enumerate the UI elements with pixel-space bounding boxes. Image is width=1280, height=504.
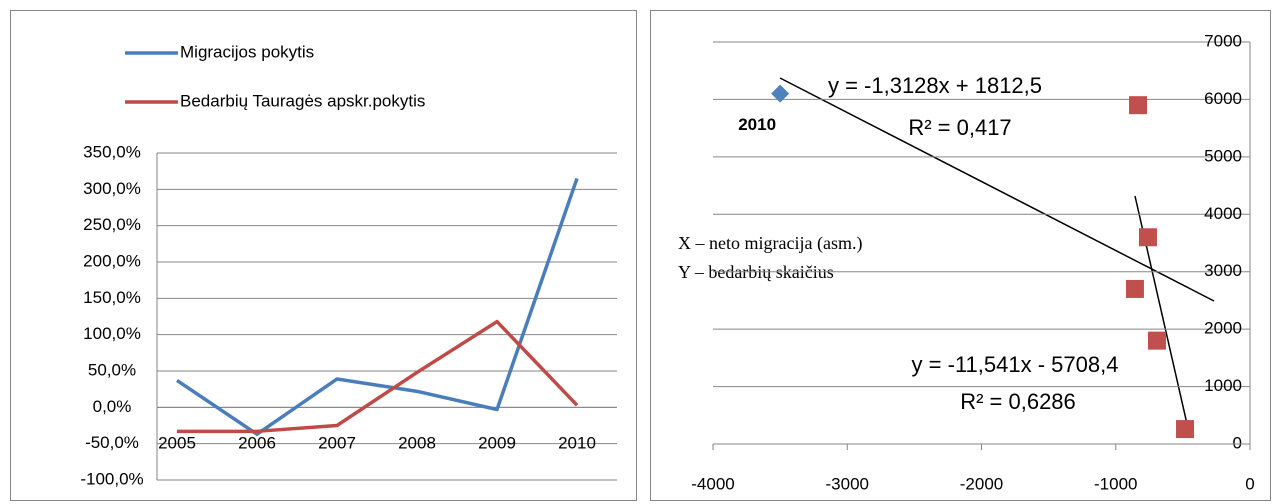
y-tick-label: 350,0%	[83, 142, 141, 161]
annotation: R² = 0,6286	[960, 389, 1076, 414]
x-tick-label: 2007	[318, 433, 356, 452]
x-tick-label: 2006	[238, 433, 276, 452]
point	[1129, 96, 1148, 115]
point	[771, 84, 790, 103]
x-tick-label: -4000	[691, 474, 734, 493]
y-tick-label: 4000	[1204, 204, 1242, 223]
legend-label: Migracijos pokytis	[180, 42, 314, 61]
x-tick-label: -2000	[960, 474, 1003, 493]
line-series	[176, 177, 579, 436]
x-tick-label: 2009	[478, 433, 516, 452]
data-label: 2010	[738, 115, 776, 134]
annotation: R² = 0,417	[908, 115, 1011, 140]
y-tick-label: 250,0%	[83, 215, 141, 234]
x-tick-label: 0	[1245, 474, 1254, 493]
y-tick-label: 5000	[1204, 146, 1242, 165]
x-tick-label: -3000	[826, 474, 869, 493]
y-tick-label: 50,0%	[88, 360, 136, 379]
y-tick-label: -100,0%	[80, 469, 143, 488]
y-tick-label: 300,0%	[83, 179, 141, 198]
trendline	[779, 77, 1215, 302]
x-tick-label: 2008	[398, 433, 436, 452]
y-tick-label: 1000	[1204, 376, 1242, 395]
y-tick-label: 6000	[1204, 89, 1242, 108]
x-tick-label: 2010	[558, 433, 596, 452]
y-tick-label: 7000	[1204, 31, 1242, 50]
right-panel	[650, 10, 1271, 501]
y-tick-label: 100,0%	[83, 324, 141, 343]
x-tick-label: -1000	[1094, 474, 1137, 493]
y-tick-label: -50,0%	[85, 433, 139, 452]
left-panel	[10, 10, 637, 501]
x-tick-label: 2005	[158, 433, 196, 452]
annotation: X – neto migracija (asm.)	[678, 233, 862, 254]
y-tick-label: 0,0%	[93, 397, 132, 416]
point	[1176, 420, 1195, 439]
y-tick-label: 150,0%	[83, 288, 141, 307]
y-tick-label: 3000	[1204, 261, 1242, 280]
legend-label: Bedarbių Tauragės apskr.pokytis	[180, 91, 425, 110]
line-series	[177, 319, 579, 434]
y-tick-label: 200,0%	[83, 251, 141, 270]
annotation: y = -1,3128x + 1812,5	[828, 73, 1042, 98]
point	[1147, 331, 1166, 350]
y-tick-label: 0	[1233, 433, 1242, 452]
y-tick-label: 2000	[1204, 319, 1242, 338]
annotation: y = -11,541x - 5708,4	[912, 352, 1119, 377]
point	[1125, 279, 1144, 298]
point	[1138, 228, 1157, 247]
